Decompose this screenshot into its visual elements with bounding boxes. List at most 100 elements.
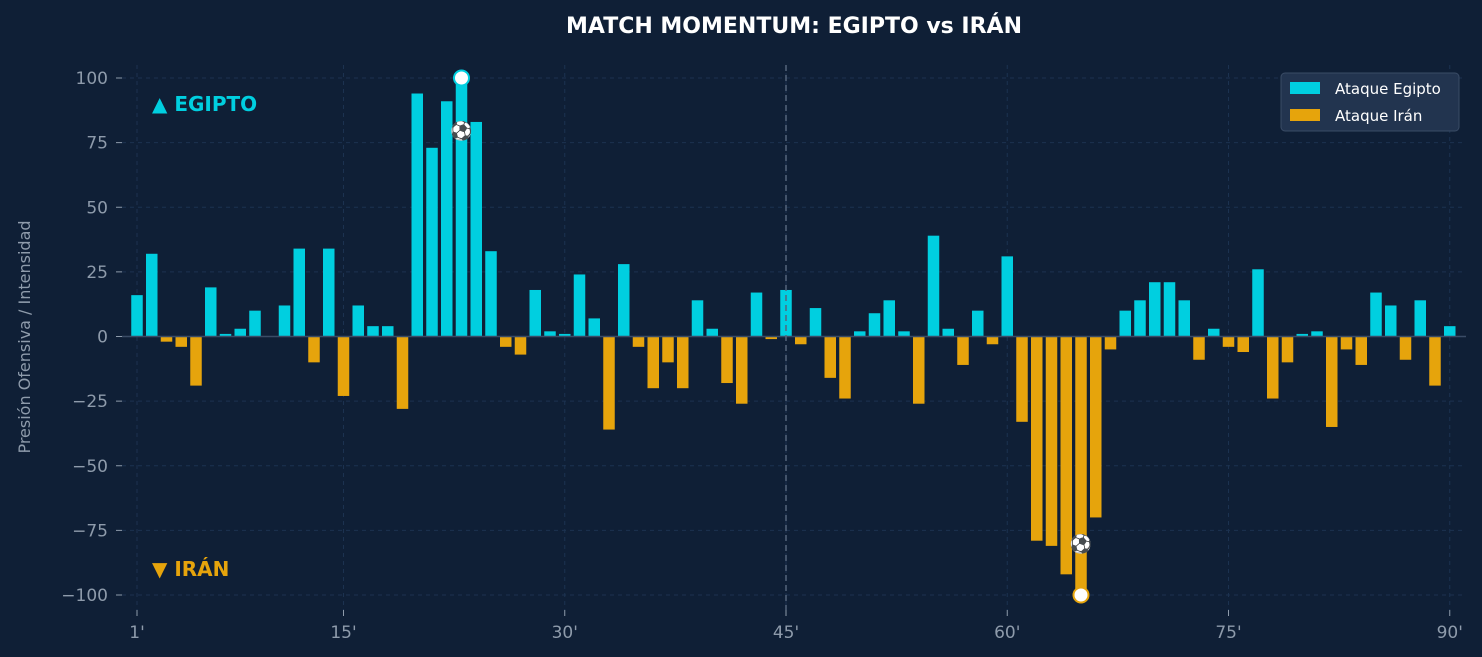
iran-bar bbox=[514, 336, 527, 355]
egypt-bar bbox=[1414, 300, 1426, 337]
iran-bar bbox=[1090, 336, 1102, 518]
iran-bar bbox=[1222, 336, 1235, 347]
y-tick-label: −50 bbox=[72, 457, 108, 477]
iran-bar bbox=[500, 336, 512, 347]
iran-bar bbox=[1399, 336, 1412, 360]
bars bbox=[131, 78, 1456, 595]
iran-bar bbox=[1326, 336, 1338, 427]
egypt-bar bbox=[618, 264, 630, 337]
x-tick-label: 15' bbox=[330, 623, 356, 643]
y-tick-label: −75 bbox=[72, 521, 108, 541]
iran-bar bbox=[736, 336, 748, 404]
egypt-bar bbox=[750, 292, 763, 337]
y-tick-label: 0 bbox=[97, 328, 108, 348]
egypt-bar bbox=[1296, 333, 1308, 337]
iran-bar bbox=[160, 336, 173, 342]
iran-bar bbox=[1237, 336, 1249, 353]
egypt-bar bbox=[544, 331, 556, 337]
x-tick-label: 30' bbox=[552, 623, 578, 643]
egypt-side-label: ▲ EGIPTO bbox=[152, 92, 257, 116]
egypt-bar bbox=[1149, 282, 1161, 337]
egypt-bar bbox=[883, 300, 895, 337]
chart-title: MATCH MOMENTUM: EGIPTO vs IRÁN bbox=[566, 13, 1022, 39]
y-tick-label: −25 bbox=[72, 392, 108, 412]
legend-swatch-egypt bbox=[1290, 82, 1320, 94]
legend-label-iran: Ataque Irán bbox=[1335, 107, 1422, 125]
egypt-goal-icon: ⚽ bbox=[449, 120, 472, 142]
iran-bar bbox=[308, 336, 320, 363]
egypt-bar bbox=[441, 101, 453, 337]
iran-bar bbox=[396, 336, 409, 409]
egypt-goal-marker bbox=[453, 69, 470, 87]
legend-swatch-iran bbox=[1290, 109, 1320, 121]
y-tick-label: 100 bbox=[76, 69, 108, 89]
x-tick-label: 60' bbox=[994, 623, 1020, 643]
egypt-bar bbox=[809, 308, 822, 337]
egypt-bar bbox=[485, 251, 497, 337]
egypt-bar bbox=[1208, 328, 1220, 337]
iran-bar bbox=[1429, 336, 1441, 386]
iran-bar bbox=[986, 336, 999, 345]
y-tick-label: −100 bbox=[61, 586, 108, 606]
iran-bar bbox=[795, 336, 807, 345]
legend: Ataque Egipto Ataque Irán bbox=[1280, 72, 1460, 132]
iran-bar bbox=[765, 336, 777, 340]
iran-bar bbox=[913, 336, 925, 404]
iran-bar bbox=[1355, 336, 1367, 365]
egypt-bar bbox=[382, 326, 394, 337]
egypt-bar bbox=[780, 289, 792, 337]
iran-bar bbox=[337, 336, 350, 396]
egypt-bar bbox=[529, 289, 541, 337]
egypt-bar bbox=[927, 235, 940, 337]
egypt-bar bbox=[1252, 269, 1264, 337]
iran-bar bbox=[647, 336, 659, 389]
egypt-bar bbox=[1311, 331, 1323, 337]
egypt-bar bbox=[146, 253, 158, 337]
egypt-bar bbox=[868, 313, 881, 337]
grid-lines bbox=[122, 65, 1466, 610]
iran-bar bbox=[190, 336, 202, 386]
egypt-bar bbox=[1119, 310, 1131, 337]
egypt-bar bbox=[411, 93, 423, 337]
egypt-bar bbox=[691, 300, 704, 337]
iran-bar bbox=[677, 336, 689, 389]
iran-bar bbox=[1267, 336, 1279, 399]
egypt-bar bbox=[470, 121, 482, 337]
egypt-bar bbox=[1001, 256, 1013, 337]
iran-bar bbox=[1031, 336, 1043, 541]
egypt-bar bbox=[573, 274, 586, 337]
egypt-bar bbox=[352, 305, 364, 337]
iran-bar bbox=[632, 336, 645, 347]
egypt-bar bbox=[426, 147, 438, 337]
y-axis-label: Presión Ofensiva / Intensidad bbox=[15, 220, 34, 453]
egypt-bar bbox=[455, 78, 468, 337]
iran-bar bbox=[721, 336, 733, 384]
egypt-bar bbox=[706, 328, 718, 337]
y-tick-label: 25 bbox=[86, 263, 108, 283]
egypt-bar bbox=[1134, 300, 1146, 337]
egypt-bar bbox=[588, 318, 600, 337]
egypt-bar bbox=[1385, 305, 1397, 337]
iran-side-label: ▼ IRÁN bbox=[152, 557, 229, 581]
iran-bar bbox=[824, 336, 836, 378]
x-tick-label: 45' bbox=[773, 623, 799, 643]
egypt-bar bbox=[1163, 282, 1176, 337]
iran-bar bbox=[603, 336, 615, 430]
iran-bar bbox=[1060, 336, 1072, 575]
iran-bar bbox=[1340, 336, 1353, 350]
egypt-bar bbox=[942, 328, 954, 337]
iran-bar bbox=[1281, 336, 1294, 363]
iran-bar bbox=[1045, 336, 1058, 546]
egypt-bar bbox=[559, 333, 571, 337]
iran-bar bbox=[1193, 336, 1205, 360]
iran-goal-marker bbox=[1072, 586, 1090, 604]
egypt-bar bbox=[1444, 326, 1456, 337]
egypt-bar bbox=[323, 248, 335, 337]
x-tick-label: 75' bbox=[1215, 623, 1241, 643]
egypt-bar bbox=[367, 326, 379, 337]
egypt-bar bbox=[234, 328, 246, 337]
egypt-bar bbox=[205, 287, 217, 337]
egypt-bar bbox=[854, 331, 866, 337]
